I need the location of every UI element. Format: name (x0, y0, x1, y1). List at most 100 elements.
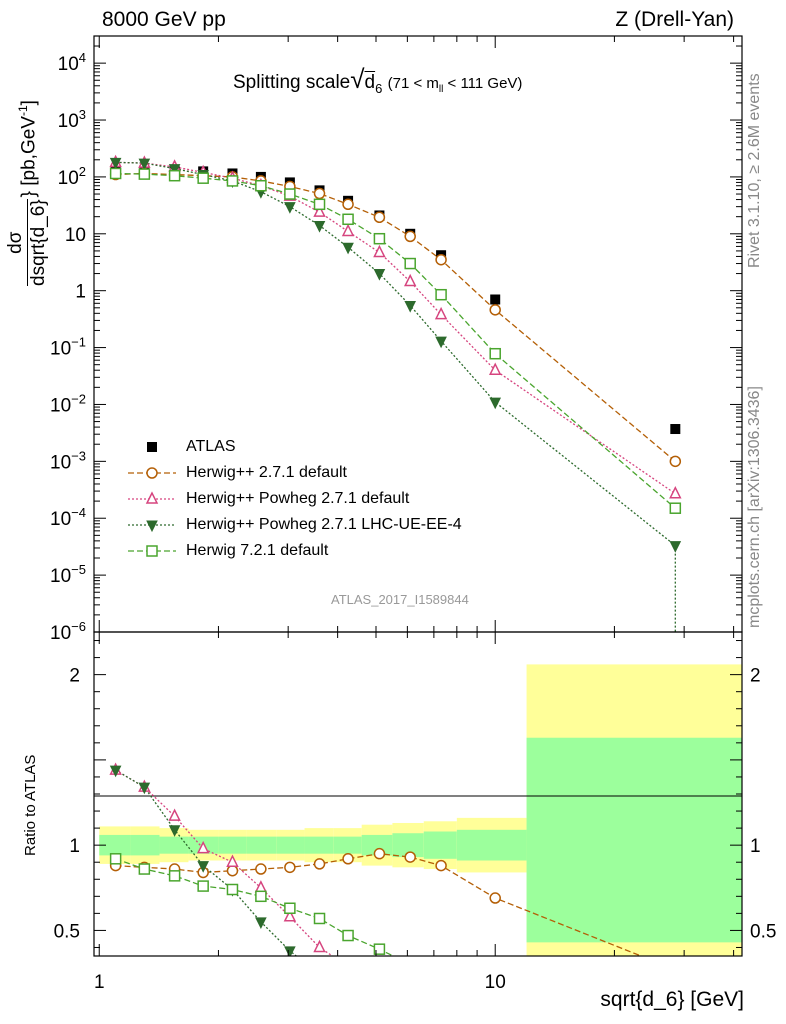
main-point-herwig7 (489, 347, 501, 360)
ratio-point-herwig7 (342, 929, 354, 942)
ratio-y-tick-label-right: 1 (750, 836, 761, 857)
plot-title: Splitting scale√d6 (71 < mll < 111 GeV) (233, 64, 522, 96)
main-point-powheg (373, 244, 386, 258)
ratio-y-tick-label-right: 0.5 (750, 921, 776, 942)
main-point-herwigpp (489, 304, 501, 316)
main-point-powheg_ue (168, 164, 181, 176)
y-title-unit: } [pb,GeV (18, 116, 40, 198)
ratio-point-herwigpp (435, 859, 447, 872)
main-point-powheg_ue (669, 541, 682, 553)
legend-label-powheg: Herwig++ Powheg 2.7.1 default (186, 490, 410, 507)
y-tick-label: 10−4 (50, 505, 86, 530)
legend-marker-powheg_ue (146, 520, 158, 533)
ratio-point-powheg_ue (255, 917, 267, 930)
main-point-powheg (403, 273, 417, 287)
main-point-powheg_ue (404, 300, 417, 313)
ratio-point-powheg_ue (138, 782, 151, 795)
ratio-point-herwigpp (284, 861, 296, 874)
ratio-series-line-powheg_ue (115, 769, 298, 956)
legend-label-atlas: ATLAS (186, 438, 236, 455)
ratio-band-inner (456, 829, 527, 861)
header-collision-label: 8000 GeV pp (102, 8, 226, 31)
main-point-herwig7 (284, 188, 296, 200)
legend-label-herwigpp: Herwig++ 2.7.1 default (186, 464, 347, 481)
main-point-powheg_ue (109, 157, 122, 170)
ratio-point-herwigpp (313, 858, 326, 870)
ratio-point-powheg_ue (168, 825, 181, 837)
ratio-point-herwig7 (109, 853, 122, 865)
ratio-point-powheg (283, 909, 297, 922)
rivet-version-label: Rivet 3.1.10, ≥ 2.6M events (746, 73, 763, 268)
main-point-atlas (670, 424, 681, 435)
y-tick-label: 1 (75, 282, 86, 303)
main-point-powheg (669, 486, 682, 499)
ratio-y-tick-label: 2 (69, 666, 80, 687)
ratio-point-herwigpp (404, 851, 416, 863)
ratio-point-herwigpp (342, 853, 354, 865)
main-y-axis-title: dσ dsqrt{d_6} } [pb,GeV-1] (5, 100, 50, 286)
ratio-band-inner (526, 737, 742, 943)
main-point-herwigpp (435, 253, 447, 266)
ratio-point-herwigpp (489, 892, 501, 904)
ratio-point-herwig7 (284, 902, 296, 915)
header-process-label: Z (Drell-Yan) (615, 8, 734, 31)
ratio-plot-series (109, 762, 643, 956)
main-series-line-powheg_ue (115, 161, 676, 547)
ratio-point-powheg (313, 939, 326, 953)
legend-markers (128, 442, 176, 557)
ratio-point-herwig7 (373, 943, 386, 955)
plot-title-var: d (364, 72, 376, 93)
ratio-band-inner (333, 836, 362, 854)
ratio-band-inner (246, 836, 277, 854)
legend-marker-herwigpp (146, 467, 158, 479)
main-point-herwig7 (313, 198, 326, 211)
main-point-herwig7 (404, 257, 416, 270)
axis-ticks: 1 10 10−6 10−5 10−4 10−3 10−2 10−1 1 10 102 103 104 0… (50, 35, 776, 993)
legend-label-powheg-ue: Herwig++ Powheg 2.7.1 LHC-UE-EE-4 (186, 516, 462, 533)
main-point-powheg_ue (284, 202, 296, 214)
ratio-band-inner (392, 833, 424, 858)
legend-marker-powheg (145, 491, 159, 504)
legend-marker-herwig7 (146, 545, 158, 557)
ratio-point-powheg_ue (284, 946, 296, 956)
ratio-point-powheg_ue (109, 765, 122, 778)
ratio-band-inner (130, 834, 160, 856)
main-point-powheg_ue (435, 336, 447, 349)
main-point-herwigpp (373, 211, 386, 224)
y-tick-label: 10−1 (50, 335, 86, 360)
ratio-point-herwigpp (373, 847, 386, 860)
ratio-point-powheg (226, 854, 239, 867)
main-point-herwig7 (168, 169, 181, 182)
main-point-herwigpp (313, 187, 326, 200)
main-point-herwig7 (197, 172, 209, 184)
ratio-band-inner (423, 831, 457, 859)
plot-title-var-sub: 6 (375, 80, 383, 96)
main-point-herwig7 (435, 288, 447, 301)
main-point-herwig7 (373, 232, 386, 245)
main-point-powheg (313, 204, 326, 217)
main-point-herwig7 (669, 502, 682, 514)
ratio-point-herwigpp (255, 863, 267, 875)
legend-marker-atlas (147, 442, 157, 452)
y-tick-label: 10−6 (50, 619, 86, 644)
ratio-point-herwig7 (138, 863, 151, 875)
ratio-band-inner (304, 836, 334, 854)
y-tick-label: 102 (58, 164, 86, 189)
y-title-denominator: dsqrt{d_6} (26, 199, 50, 286)
main-series-line-herwig7 (115, 172, 676, 509)
ratio-y-tick-label: 1 (69, 836, 80, 857)
ratio-band-inner (361, 834, 393, 856)
plot-title-range-end: < 111 GeV) (443, 75, 523, 92)
analysis-watermark: ATLAS_2017_I1589844 (331, 592, 469, 607)
plot-title-range-sub: ll (438, 84, 444, 95)
legend-label-herwig7: Herwig 7.2.1 default (186, 542, 329, 559)
sqrt-symbol: √ (350, 64, 365, 94)
ratio-point-powheg (254, 880, 268, 893)
ratio-band-inner (218, 836, 247, 854)
main-point-herwigpp (342, 198, 354, 211)
main-point-herwig7 (138, 168, 151, 180)
ratio-point-herwigpp (226, 864, 239, 877)
ratio-band-inner (276, 836, 305, 854)
x-tick-label: 10 (485, 972, 506, 993)
